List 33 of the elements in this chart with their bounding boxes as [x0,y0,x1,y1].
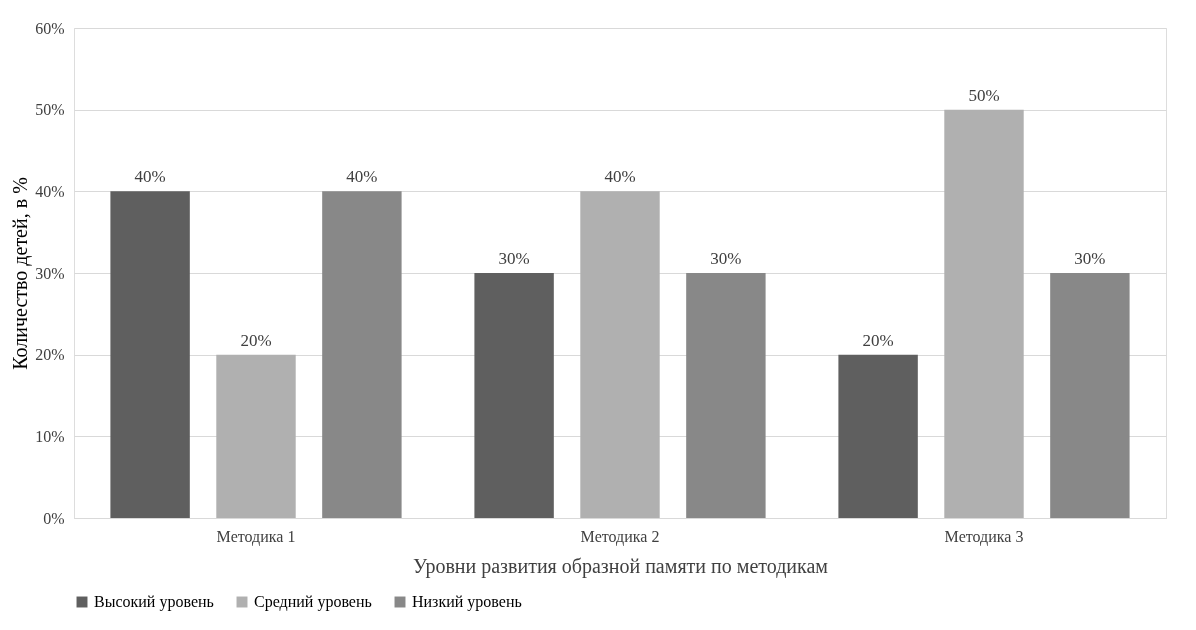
data-label: 20% [240,330,272,350]
data-label: 40% [346,167,378,187]
bar [110,191,190,518]
y-tick-label: 10% [35,427,65,445]
y-tick-label: 60% [35,19,65,37]
x-axis-title: Уровни развития образной памяти по методикам [412,554,829,578]
bar [838,354,918,518]
legend-label: Высокий уровень [94,593,214,611]
bar [322,191,402,518]
y-axis-title: Количество детей, в % [9,177,33,370]
data-label: 40% [134,167,166,187]
x-tick-label: Методика 1 [216,527,296,546]
y-tick-label: 40% [35,182,65,200]
data-label: 50% [968,85,1000,105]
data-label: 30% [498,249,530,268]
legend-label: Средний уровень [254,593,372,611]
y-tick-label: 30% [35,264,65,282]
data-label: 30% [710,249,742,268]
data-label: 30% [1074,249,1106,268]
x-tick-label: Методика 2 [580,527,660,546]
y-tick-label: 0% [43,509,65,527]
bar [1050,273,1130,518]
y-tick-label: 20% [35,346,65,364]
bar [944,109,1024,518]
bar [474,273,554,518]
y-tick-label: 50% [35,101,65,119]
bar [580,191,660,518]
bar [216,354,296,518]
x-tick-label: Методика 3 [944,527,1024,546]
bar [686,273,766,518]
legend-label: Низкий уровень [412,593,522,611]
data-label: 40% [604,167,636,187]
data-label: 20% [862,330,894,350]
